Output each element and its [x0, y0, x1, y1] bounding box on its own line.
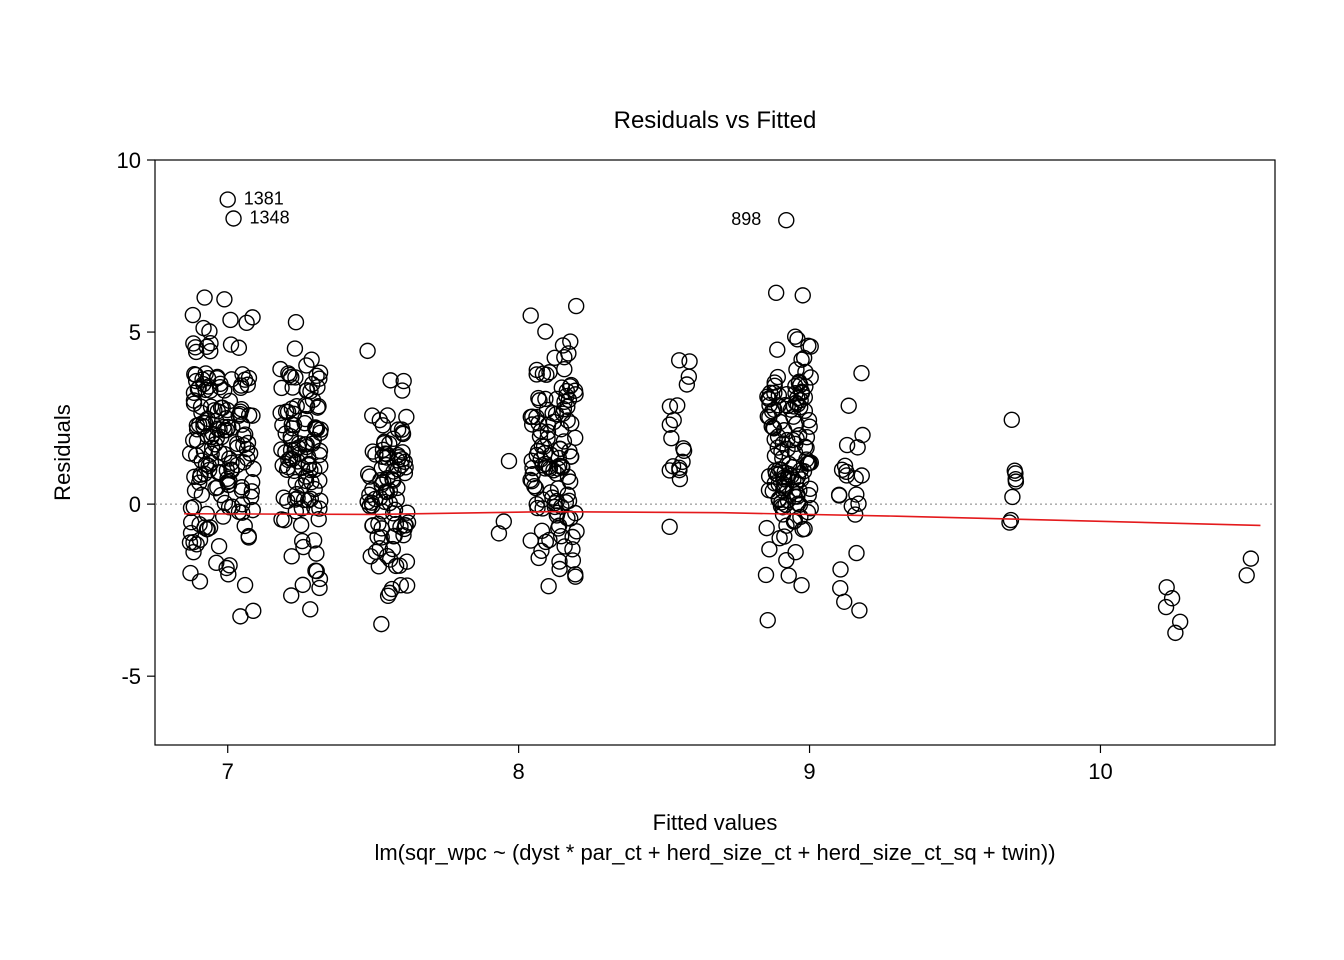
- chart-title: Residuals vs Fitted: [614, 107, 817, 134]
- x-axis-label: Fitted values: [653, 810, 778, 835]
- y-tick-label: 10: [117, 148, 141, 173]
- y-tick-label: -5: [121, 664, 141, 689]
- x-tick-label: 8: [513, 759, 525, 784]
- y-tick-label: 5: [129, 320, 141, 345]
- x-tick-label: 7: [222, 759, 234, 784]
- model-formula: lm(sqr_wpc ~ (dyst * par_ct + herd_size_…: [374, 840, 1055, 865]
- x-tick-label: 10: [1088, 759, 1112, 784]
- y-tick-label: 0: [129, 492, 141, 517]
- residuals-vs-fitted-chart: Residuals vs Fitted 7 8 9 10 -5 0 5 10 Fitted val…: [0, 0, 1344, 960]
- chart-svg: Residuals vs Fitted 7 8 9 10 -5 0 5 10 Fitted val…: [0, 0, 1344, 960]
- y-axis-label: Residuals: [50, 404, 75, 501]
- outlier-label: 1348: [250, 208, 290, 228]
- outlier-label: 1381: [244, 189, 284, 209]
- outlier-label: 898: [731, 209, 761, 229]
- x-tick-label: 9: [803, 759, 815, 784]
